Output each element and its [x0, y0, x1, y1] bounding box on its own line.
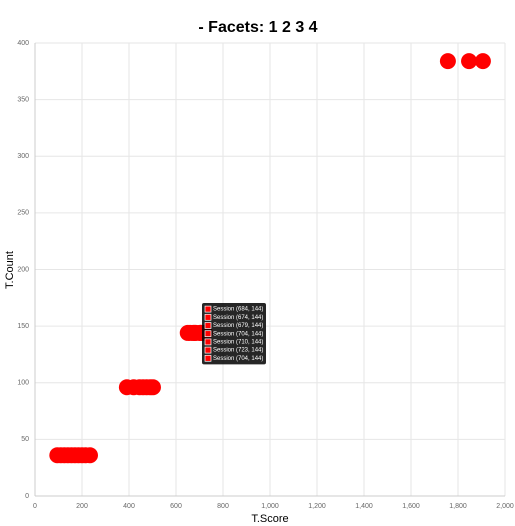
x-tick-label: 1,000	[261, 503, 279, 510]
tooltip-swatch	[204, 322, 212, 329]
x-tick-label: 2,000	[496, 503, 514, 510]
y-tick-label: 200	[17, 266, 29, 273]
x-tick-label: 1,800	[449, 503, 467, 510]
x-tick-label: 1,400	[355, 503, 373, 510]
x-tick-label: 0	[33, 503, 37, 510]
x-tick-label: 1,200	[308, 503, 326, 510]
tooltip-item: Session (679, 144)	[213, 323, 263, 329]
x-tick-label: 200	[76, 503, 88, 510]
y-tick-label: 300	[17, 153, 29, 160]
x-tick-label: 800	[217, 503, 229, 510]
chart-title: - Facets: 1 2 3 4	[198, 19, 317, 36]
tooltip-swatch	[204, 330, 212, 338]
x-axis-label: T.Score	[251, 513, 288, 525]
x-tick-label: 1,600	[402, 503, 420, 510]
tooltip-swatch	[204, 338, 212, 346]
tooltip-item: Session (674, 144)	[213, 315, 263, 321]
y-tick-label: 150	[17, 323, 29, 330]
tooltip-item: Session (704, 144)	[213, 356, 263, 362]
tooltip-swatch	[204, 305, 212, 313]
x-tick-label: 600	[170, 503, 182, 510]
point	[144, 379, 161, 396]
tooltip-item: Session (723, 144)	[213, 348, 263, 354]
tooltip-item: Session (684, 144)	[213, 307, 263, 313]
y-tick-label: 100	[17, 380, 29, 387]
tooltip-swatch	[204, 346, 212, 354]
tooltip-box	[202, 303, 266, 365]
y-tick-label: 50	[21, 436, 29, 443]
y-tick-label: 350	[17, 96, 29, 103]
point	[81, 447, 98, 464]
x-tick-label: 400	[123, 503, 135, 510]
tooltip-swatch	[204, 313, 212, 321]
tooltip-item: Session (710, 144)	[213, 339, 263, 345]
point	[474, 53, 491, 70]
point	[461, 53, 478, 70]
tooltip-item: Session (704, 144)	[213, 331, 263, 337]
tooltip-swatch	[204, 354, 212, 362]
point	[439, 53, 456, 70]
y-tick-label: 400	[17, 40, 29, 47]
y-tick-label: 0	[25, 493, 29, 500]
tooltip: Session (684, 144) Session (674, 144) Sess…	[202, 303, 266, 365]
y-axis-label: T.Count	[4, 251, 16, 289]
y-tick-label: 250	[17, 210, 29, 217]
